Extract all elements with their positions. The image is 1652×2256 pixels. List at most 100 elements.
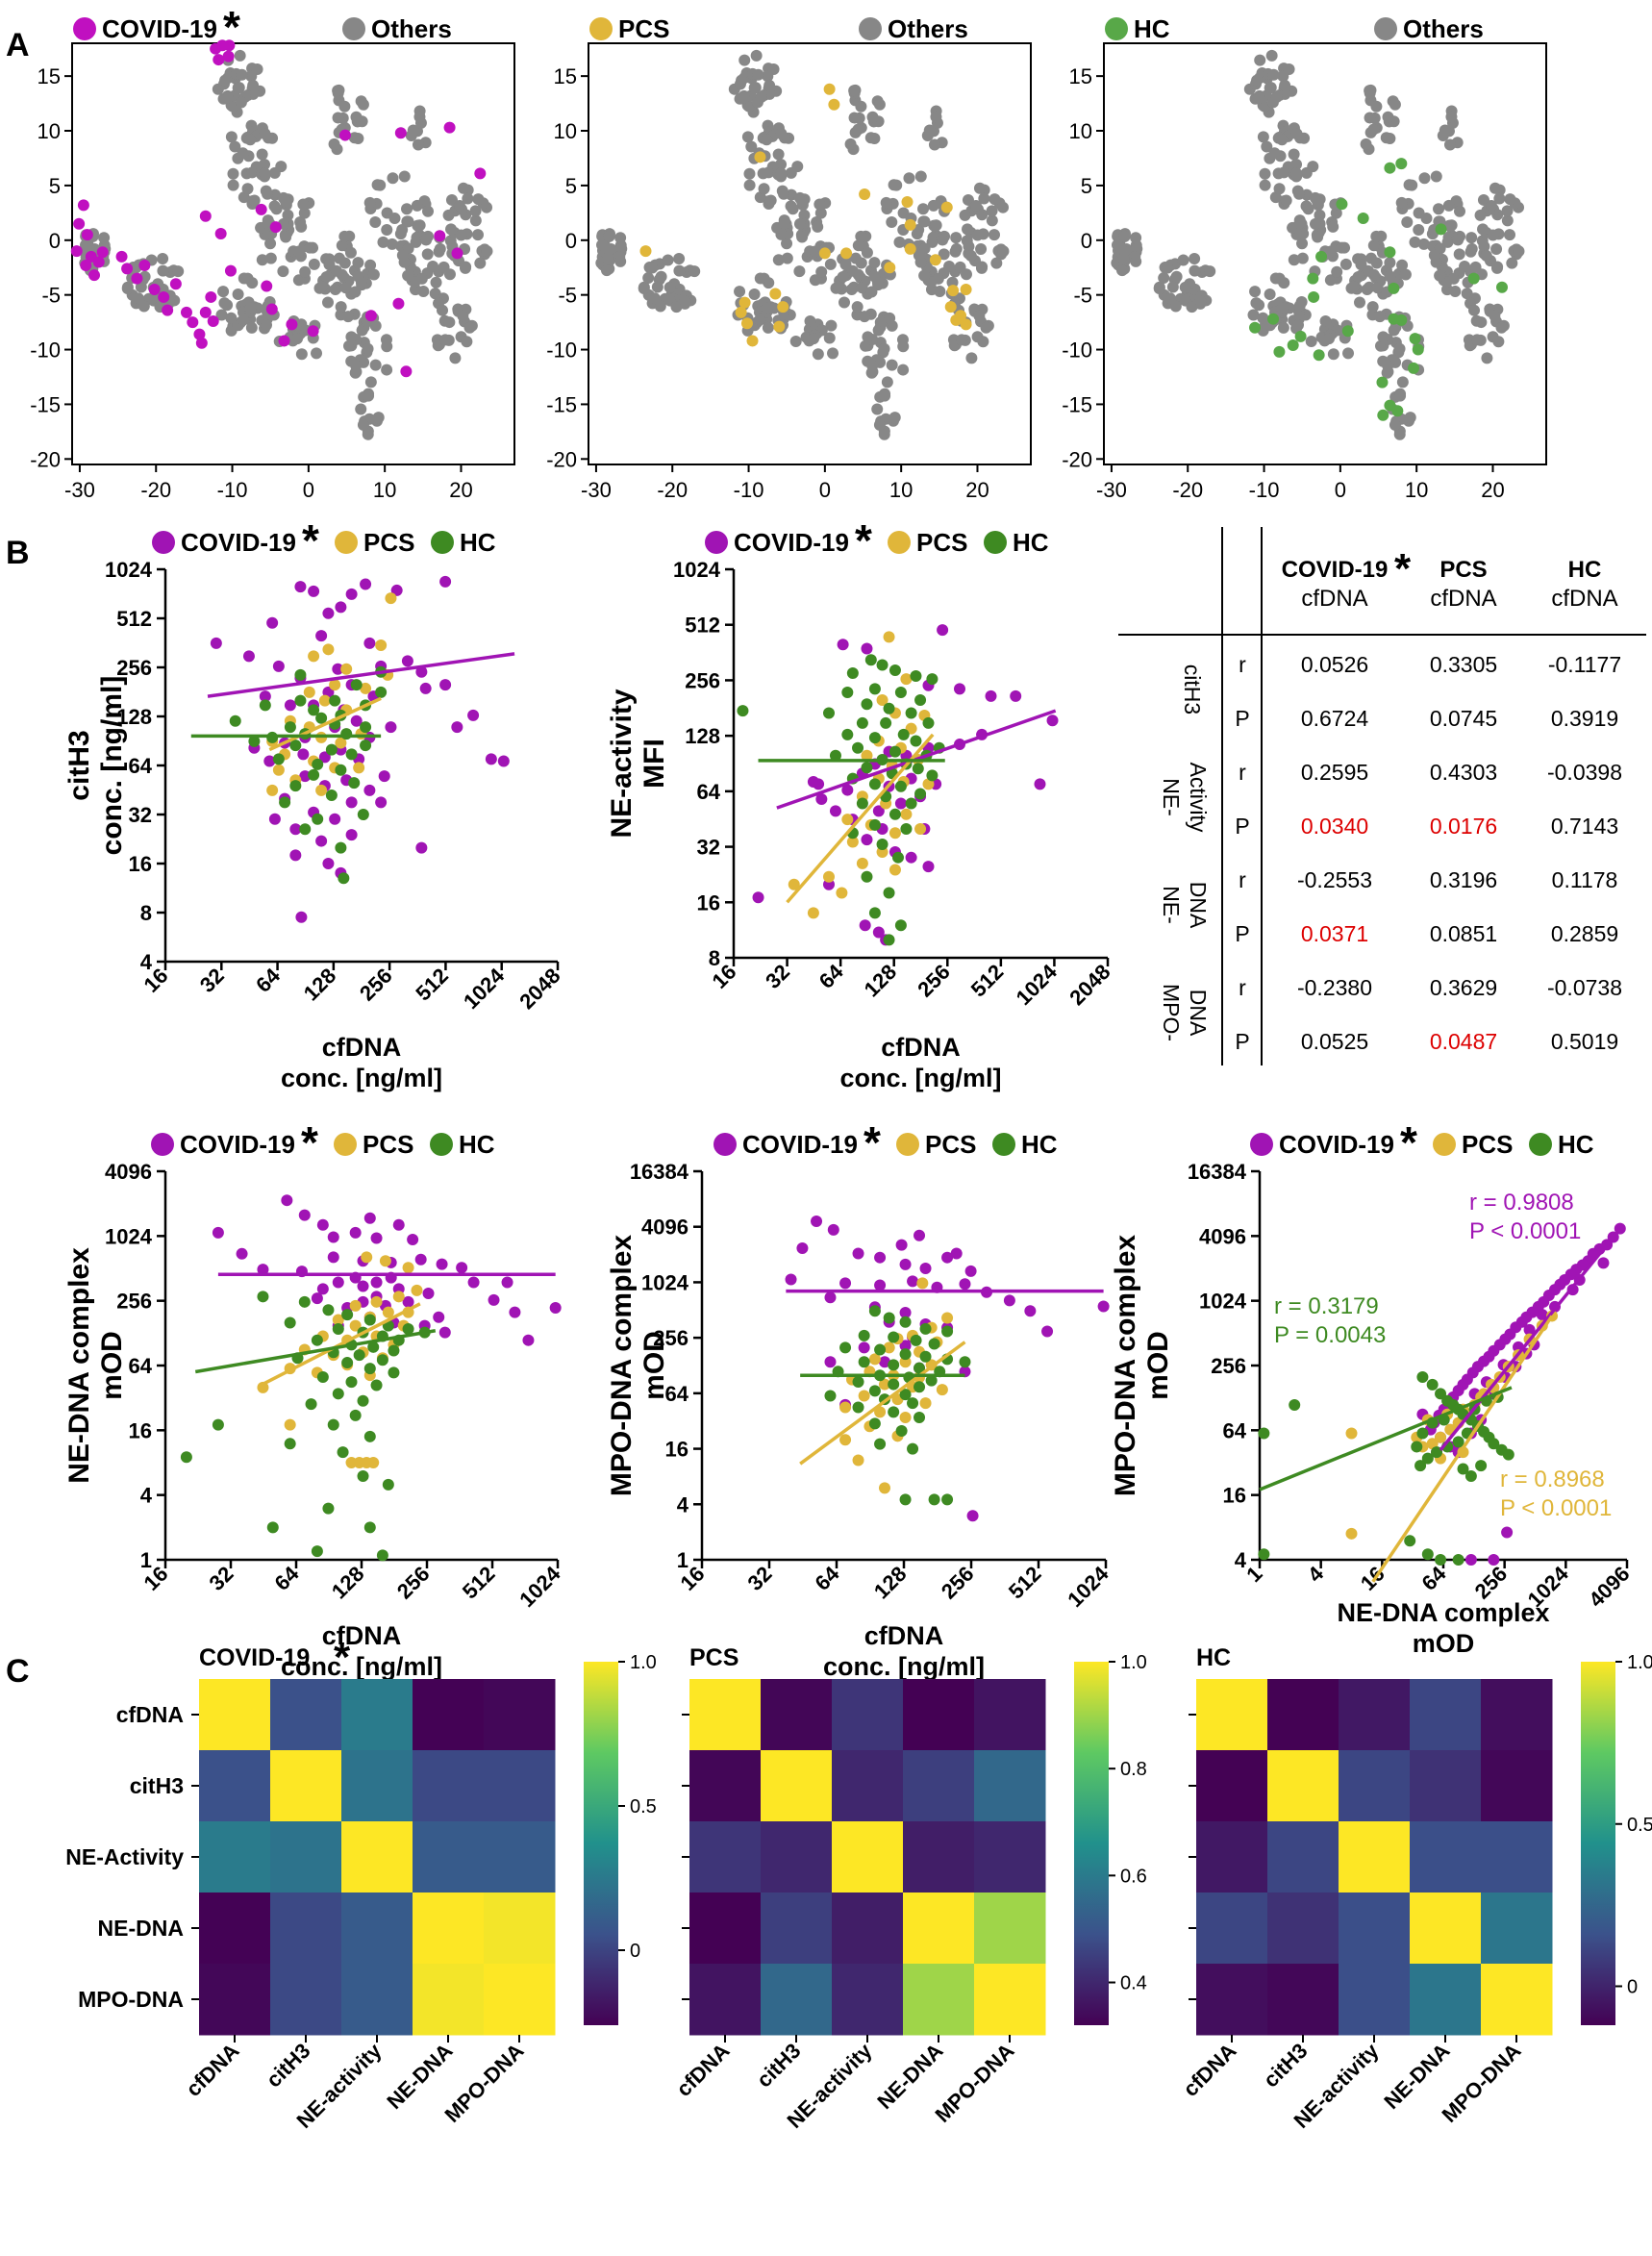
heatmap-cell bbox=[484, 1893, 556, 1965]
point-others bbox=[292, 274, 305, 287]
x-axis-label-2: conc. [ng/ml] bbox=[840, 1064, 1002, 1092]
heatmap-row-label: citH3 bbox=[130, 1773, 184, 1798]
point-others bbox=[930, 111, 942, 123]
y-tick-label: 5 bbox=[49, 174, 61, 198]
point-hc bbox=[337, 1446, 349, 1459]
point-hc bbox=[349, 1409, 362, 1421]
point-highlight bbox=[400, 365, 413, 378]
heatmap-row-label: cfDNA bbox=[116, 1702, 184, 1727]
x-tick-label: 0 bbox=[1335, 478, 1346, 502]
point-covid-19 bbox=[919, 1262, 932, 1274]
heatmap-col-label: NE-DNA bbox=[872, 2039, 947, 2114]
point-others bbox=[738, 91, 751, 104]
point-highlight bbox=[364, 310, 377, 322]
point-highlight bbox=[1388, 282, 1400, 294]
point-covid-19 bbox=[375, 796, 388, 809]
point-covid-19 bbox=[316, 1283, 329, 1295]
point-others bbox=[1189, 252, 1201, 264]
table-col-header: PCS bbox=[1439, 557, 1487, 583]
y-tick-label: -15 bbox=[30, 392, 61, 416]
point-pcs bbox=[349, 1319, 362, 1332]
point-others bbox=[648, 292, 661, 305]
scatter-panel-B3: 16 32 64 128 256 512 102440961024256641641cfDN… bbox=[63, 1117, 565, 1681]
point-covid-19 bbox=[298, 1209, 311, 1221]
x-tick-label: 32 bbox=[195, 964, 229, 997]
table-cell: 0.0851 bbox=[1430, 921, 1497, 946]
point-hc bbox=[1475, 1460, 1488, 1472]
point-covid-19 bbox=[335, 601, 347, 614]
point-highlight bbox=[224, 264, 237, 277]
point-others bbox=[965, 352, 978, 364]
point-hc bbox=[897, 728, 910, 740]
point-others bbox=[1445, 219, 1458, 232]
point-others bbox=[1409, 236, 1421, 248]
y-tick-label: -5 bbox=[558, 284, 577, 308]
point-others bbox=[673, 264, 686, 277]
point-others bbox=[461, 336, 473, 348]
point-covid-19 bbox=[360, 578, 372, 590]
point-others bbox=[845, 283, 858, 295]
point-covid-19 bbox=[363, 784, 376, 796]
point-pcs bbox=[900, 673, 913, 686]
point-pcs bbox=[900, 808, 913, 820]
y-tick-label: 4 bbox=[1235, 1548, 1247, 1572]
point-others bbox=[1417, 238, 1430, 250]
point-hc bbox=[910, 1334, 922, 1346]
point-covid-19 bbox=[210, 637, 222, 649]
y-tick-label: -20 bbox=[1062, 447, 1092, 471]
point-hc bbox=[357, 809, 369, 820]
point-others bbox=[1296, 252, 1309, 264]
point-others bbox=[381, 224, 393, 237]
point-others bbox=[918, 269, 931, 282]
point-others bbox=[259, 128, 271, 140]
point-others bbox=[1277, 70, 1289, 83]
point-others bbox=[241, 183, 254, 195]
point-hc bbox=[1411, 1441, 1423, 1453]
heatmap-cell bbox=[1267, 1750, 1339, 1822]
point-others bbox=[976, 261, 989, 273]
point-hc bbox=[894, 687, 907, 699]
point-others bbox=[748, 82, 761, 94]
point-hc bbox=[335, 764, 347, 776]
point-others bbox=[688, 265, 701, 278]
point-others bbox=[873, 98, 886, 111]
point-others bbox=[329, 283, 341, 295]
table-stat-label: r bbox=[1239, 652, 1246, 677]
point-others bbox=[402, 269, 414, 282]
heatmap-cell bbox=[1339, 1893, 1411, 1965]
point-others bbox=[1130, 255, 1142, 267]
table-stat-label: P bbox=[1235, 706, 1249, 731]
point-others bbox=[1302, 203, 1314, 215]
point-highlight bbox=[1308, 290, 1320, 303]
point-others bbox=[798, 209, 811, 221]
y-tick-label: 15 bbox=[554, 64, 577, 88]
heatmap-cell bbox=[341, 1893, 413, 1965]
regression-pcs bbox=[799, 1341, 966, 1466]
points bbox=[210, 575, 510, 923]
point-hc bbox=[325, 789, 338, 801]
point-others bbox=[1330, 207, 1342, 219]
point-hc bbox=[888, 1378, 900, 1391]
heatmap-cell bbox=[761, 1964, 833, 2036]
point-pcs bbox=[392, 1291, 405, 1303]
table-cell: -0.0398 bbox=[1547, 760, 1622, 785]
point-hc bbox=[308, 704, 320, 716]
point-others bbox=[1477, 223, 1489, 236]
point-hc bbox=[876, 659, 889, 671]
table-cell: 0.3196 bbox=[1430, 867, 1497, 892]
point-others bbox=[1179, 281, 1191, 293]
point-others bbox=[298, 207, 311, 219]
point-others bbox=[1445, 111, 1458, 123]
point-hc bbox=[1426, 1378, 1439, 1391]
point-others bbox=[1366, 301, 1379, 313]
point-others bbox=[752, 68, 764, 81]
point-others bbox=[1342, 347, 1355, 360]
legend-covid-swatch bbox=[1250, 1133, 1273, 1156]
point-hc bbox=[322, 1502, 335, 1515]
point-others bbox=[812, 348, 824, 361]
legend-group-swatch bbox=[1105, 17, 1128, 40]
point-others bbox=[745, 140, 758, 153]
point-hc bbox=[1414, 1460, 1427, 1472]
point-others bbox=[369, 216, 382, 229]
